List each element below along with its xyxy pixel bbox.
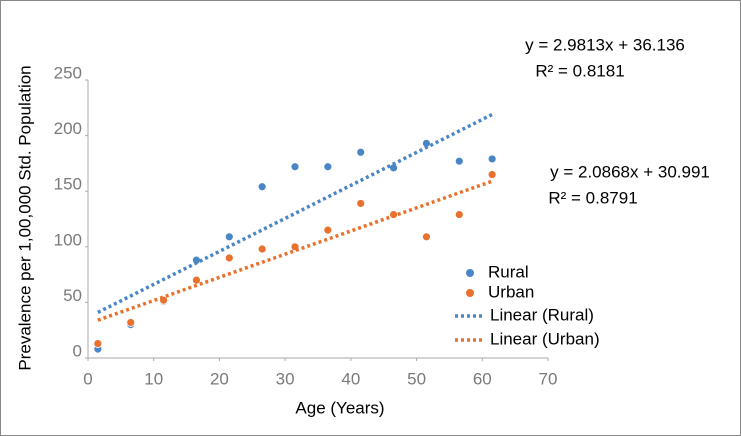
data-point [323,225,333,235]
data-point [224,253,234,263]
legend-label: Linear (Rural) [490,305,594,324]
data-point [356,199,366,208]
trend-line [97,112,493,314]
x-tick-label: 50 [407,369,426,388]
data-point [93,339,103,348]
data-point [454,210,464,219]
annotation: R² = 0.8791 [548,188,637,207]
y-tick-label: 150 [54,175,82,194]
data-point [290,162,300,172]
y-tick-label: 200 [54,119,82,138]
y-tick-label: 100 [54,230,82,249]
data-point [454,156,464,166]
data-point [422,232,431,242]
annotation: R² = 0.8181 [535,61,624,80]
data-point [323,162,333,172]
trend-line [97,179,493,322]
y-tick-label: 0 [73,341,82,360]
legend-label: Urban [488,282,534,301]
x-tick-label: 10 [144,369,163,388]
data-point [224,232,234,242]
x-tick-label: 20 [210,369,229,388]
x-tick-label: 40 [341,369,360,388]
data-point [487,170,497,179]
y-tick-label: 50 [63,286,82,305]
y-axis-label: Prevalence per 1,00,000 Std. Population [15,65,34,370]
data-point [356,147,366,157]
data-point [192,275,201,285]
data-point [257,182,267,192]
x-axis-label: Age (Years) [295,398,384,417]
x-tick-label: 70 [539,369,558,388]
annotation: y = 2.9813x + 36.136 [525,35,685,54]
annotation: y = 2.0868x + 30.991 [550,162,710,181]
data-point [487,154,497,164]
y-tick-label: 250 [54,63,82,82]
legend-label: Linear (Urban) [490,329,600,348]
data-point [257,244,267,254]
x-tick-label: 60 [473,369,492,388]
legend-label: Rural [488,262,529,281]
data-point [126,318,136,327]
legend-swatch [466,289,474,297]
x-tick-label: 30 [276,369,295,388]
legend-swatch [466,269,474,277]
x-tick-label: 0 [83,369,92,388]
